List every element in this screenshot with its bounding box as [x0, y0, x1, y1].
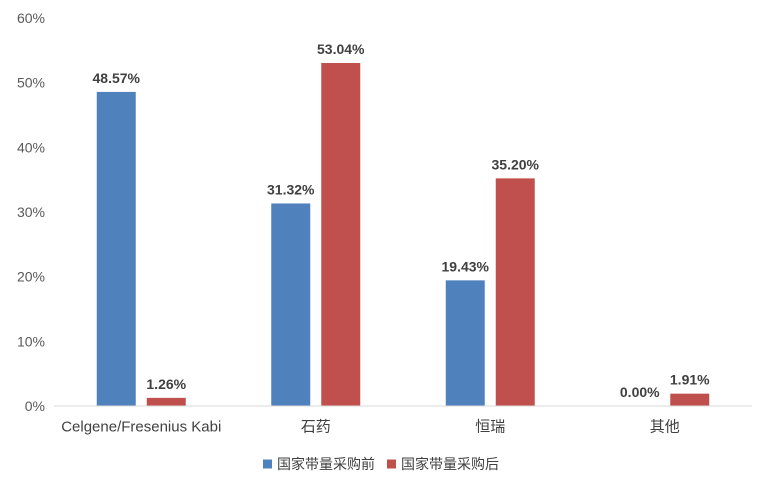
data-label: 19.43% [442, 258, 490, 274]
plot-area: Celgene/Fresenius Kabi 48.57% 1.26% 石药 31.32… [61, 41, 710, 435]
bar-series-0-category-2 [445, 280, 485, 406]
bar-series-1-category-2 [495, 178, 535, 406]
legend: 国家带量采购前 国家带量采购后 [263, 456, 499, 472]
bar-series-1-category-1 [321, 63, 361, 407]
bar-series-1-category-3 [670, 393, 710, 406]
y-tick-label: 10% [17, 333, 45, 349]
legend-item: 国家带量采购前 [263, 456, 375, 472]
y-tick-label: 40% [17, 139, 45, 155]
data-label: 53.04% [317, 41, 365, 57]
bar-series-0-category-1 [271, 203, 311, 406]
y-tick-label: 60% [17, 10, 45, 26]
legend-item: 国家带量采购后 [387, 456, 499, 472]
data-label: 1.91% [670, 372, 710, 388]
y-tick-label: 50% [17, 75, 45, 91]
y-tick-label: 0% [25, 398, 45, 414]
legend-label: 国家带量采购前 [277, 456, 375, 472]
legend-label: 国家带量采购后 [401, 456, 499, 472]
y-axis: 0% 10% 20% 30% 40% 50% 60% [17, 10, 45, 414]
data-label: 1.26% [146, 376, 186, 392]
y-tick-label: 20% [17, 269, 45, 285]
data-label: 0.00% [620, 384, 660, 400]
x-tick-label: 其他 [650, 419, 680, 436]
y-tick-label: 30% [17, 204, 45, 220]
data-label: 35.20% [492, 156, 540, 172]
legend-swatch [263, 459, 272, 469]
bar-series-0-category-0 [96, 91, 136, 406]
bar-series-1-category-0 [146, 397, 186, 406]
data-label: 48.57% [93, 70, 141, 86]
legend-swatch [387, 459, 396, 469]
x-tick-label: Celgene/Fresenius Kabi [61, 419, 221, 436]
x-tick-label: 恒瑞 [475, 419, 505, 436]
data-label: 31.32% [267, 181, 315, 197]
x-tick-label: 石药 [301, 419, 331, 436]
